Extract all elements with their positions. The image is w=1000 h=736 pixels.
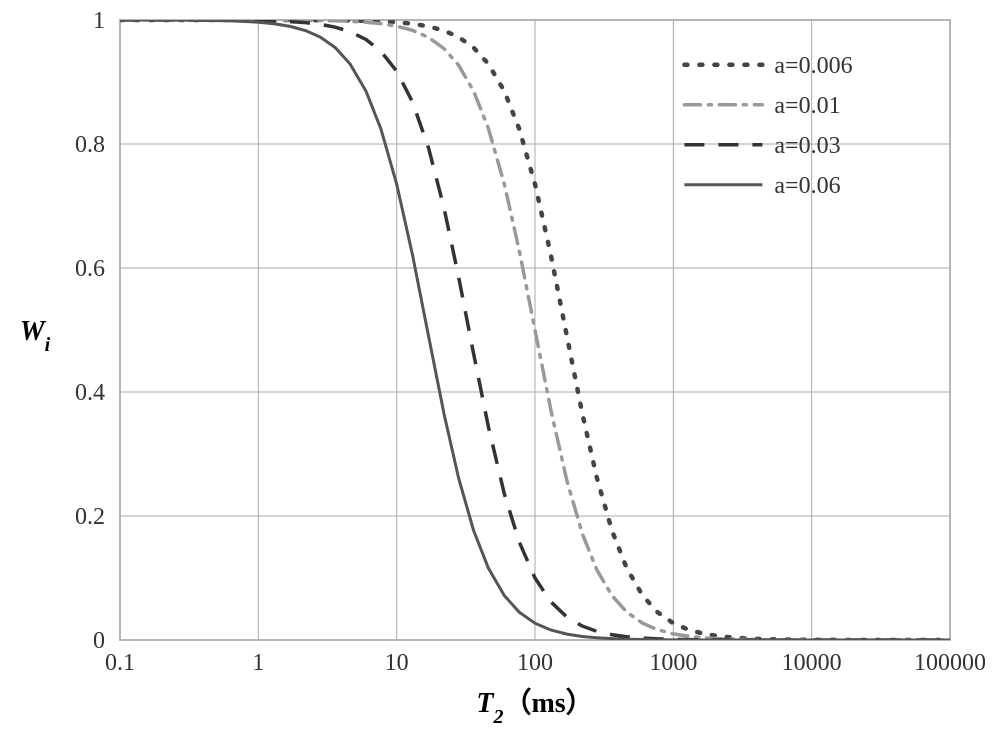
chart-background [0, 0, 1000, 736]
legend-label: a=0.01 [774, 93, 840, 119]
legend-label: a=0.03 [774, 133, 840, 159]
chart-container: 0.111010010001000010000000.20.40.60.81T2… [0, 0, 1000, 736]
x-tick-label: 100 [517, 650, 553, 676]
x-tick-label: 10000 [782, 650, 842, 676]
legend-label: a=0.006 [774, 53, 852, 79]
x-tick-label: 0.1 [105, 650, 135, 676]
x-tick-label: 10 [385, 650, 409, 676]
x-tick-label: 100000 [914, 650, 986, 676]
chart-svg: 0.111010010001000010000000.20.40.60.81T2… [0, 0, 1000, 736]
y-tick-label: 1 [93, 8, 105, 34]
y-tick-label: 0.8 [75, 132, 105, 158]
y-tick-label: 0.2 [75, 504, 105, 530]
x-tick-label: 1 [252, 650, 264, 676]
y-tick-label: 0 [93, 628, 105, 654]
y-tick-label: 0.4 [75, 380, 105, 406]
y-tick-label: 0.6 [75, 256, 105, 282]
legend-label: a=0.06 [774, 173, 840, 199]
x-tick-label: 1000 [649, 650, 697, 676]
